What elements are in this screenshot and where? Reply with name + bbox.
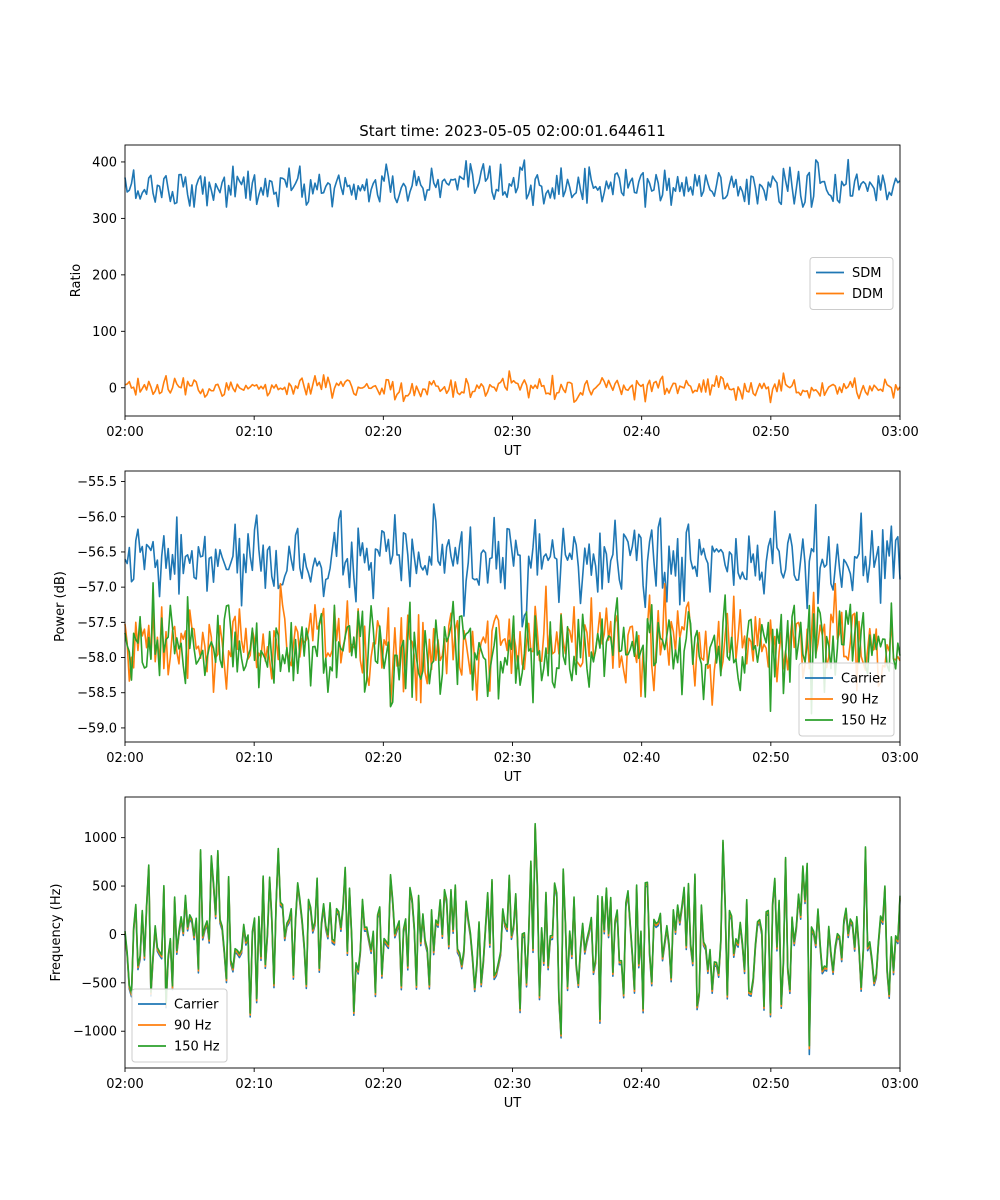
y-tick-label: −55.5: [77, 475, 117, 490]
figure-title: Start time: 2023-05-05 02:00:01.644611: [359, 122, 665, 140]
legend-entry: DDM: [852, 287, 883, 302]
x-tick-label: 02:10: [235, 425, 272, 440]
x-tick-label: 02:00: [106, 751, 143, 766]
y-tick-label: 100: [92, 325, 117, 340]
legend-entry: 90 Hz: [174, 1019, 211, 1034]
legend: Carrier 90 Hz 150 Hz: [131, 988, 228, 1063]
y-tick-label: −59.0: [77, 721, 117, 736]
y-tick-label: 0: [109, 928, 117, 943]
axes-frame: [124, 470, 901, 743]
x-tick-label: 02:50: [752, 751, 789, 766]
x-axis-label: UT: [504, 444, 522, 459]
series-line-150-hz: [124, 582, 901, 715]
y-tick-label: −58.5: [77, 686, 117, 701]
legend-entry: Carrier: [174, 998, 219, 1013]
x-tick-label: 03:00: [881, 425, 918, 440]
legend-entry: 150 Hz: [841, 714, 887, 729]
series-line-carrier: [124, 503, 901, 628]
y-tick-label: 400: [92, 155, 117, 170]
x-tick-label: 02:50: [752, 425, 789, 440]
y-tick-label: −57.0: [77, 581, 117, 596]
y-tick-label: 0: [109, 381, 117, 396]
chart-panel-3: 02:00 02:10 02:20 02:30 02:40 02:50 03:00 −1000…: [49, 796, 919, 1111]
x-tick-label: 02:10: [235, 751, 272, 766]
legend-entry: 150 Hz: [174, 1040, 220, 1055]
y-axis-label: Frequency (Hz): [49, 883, 64, 981]
x-tick-label: 02:20: [365, 751, 402, 766]
x-tick-label: 02:40: [623, 751, 660, 766]
x-tick-label: 02:40: [623, 425, 660, 440]
y-tick-label: 500: [92, 880, 117, 895]
y-tick-label: 1000: [84, 831, 117, 846]
x-tick-label: 02:30: [494, 751, 531, 766]
series-line-90-hz: [124, 582, 901, 707]
legend-box: [809, 257, 894, 310]
y-tick-label: −500: [81, 976, 117, 991]
x-axis-label: UT: [504, 770, 522, 785]
x-tick-label: 02:10: [235, 1077, 272, 1092]
legend-entry: Carrier: [841, 672, 886, 687]
chart-panel-2: 02:00 02:10 02:20 02:30 02:40 02:50 03:00 −59.0…: [53, 470, 919, 785]
x-tick-label: 03:00: [881, 751, 918, 766]
x-tick-label: 02:30: [494, 425, 531, 440]
y-tick-label: −1000: [73, 1025, 117, 1040]
x-axis-label: UT: [504, 1096, 522, 1111]
y-tick-label: −56.5: [77, 545, 117, 560]
series-line-ddm: [124, 370, 901, 404]
x-tick-label: 02:00: [106, 425, 143, 440]
x-tick-label: 02:20: [365, 1077, 402, 1092]
y-tick-label: −57.5: [77, 616, 117, 631]
y-axis-label: Ratio: [69, 264, 84, 297]
x-tick-label: 03:00: [881, 1077, 918, 1092]
legend: SDM DDM: [809, 257, 894, 310]
legend-entry: 90 Hz: [841, 693, 878, 708]
x-tick-label: 02:30: [494, 1077, 531, 1092]
series-line-sdm: [124, 158, 901, 208]
x-tick-label: 02:40: [623, 1077, 660, 1092]
x-tick-label: 02:20: [365, 425, 402, 440]
series-line-150-hz: [124, 822, 901, 1047]
y-tick-label: 300: [92, 212, 117, 227]
y-tick-label: −56.0: [77, 510, 117, 525]
legend-box: [131, 988, 228, 1063]
y-tick-label: −58.0: [77, 651, 117, 666]
chart-panel-1: 02:00 02:10 02:20 02:30 02:40 02:50 03:00 0 100 2…: [69, 144, 919, 459]
y-axis-label: Power (dB): [53, 571, 68, 642]
legend-entry: SDM: [852, 266, 881, 281]
legend-box: [798, 662, 895, 737]
y-tick-label: 200: [92, 268, 117, 283]
x-tick-label: 02:50: [752, 1077, 789, 1092]
x-tick-label: 02:00: [106, 1077, 143, 1092]
legend: Carrier 90 Hz 150 Hz: [798, 662, 895, 737]
